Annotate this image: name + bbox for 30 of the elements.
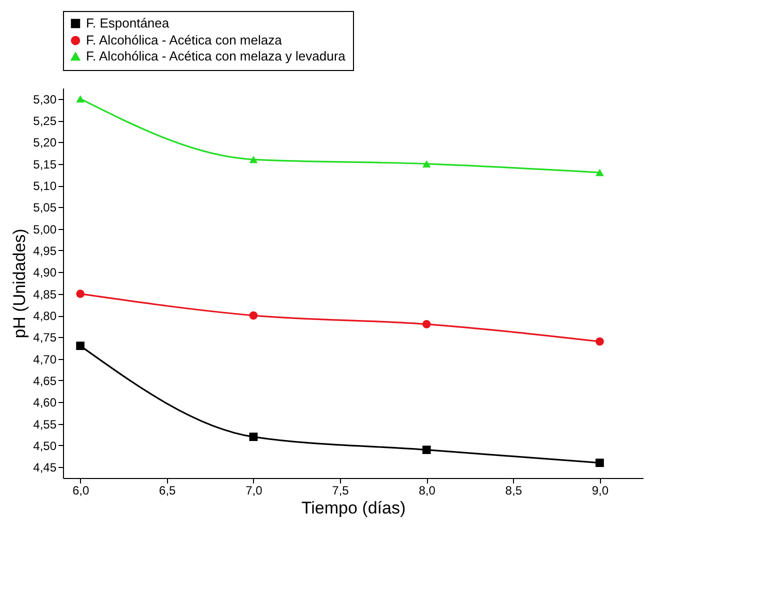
- legend-label: F. Espontánea: [86, 16, 170, 30]
- legend-label: F. Alcohólica - Acética con melaza y levadura: [86, 48, 346, 64]
- y-tick-label: 4,70: [33, 352, 57, 366]
- y-tick-label: 4,95: [33, 244, 57, 258]
- y-tick-label: 5,05: [33, 200, 57, 215]
- y-tick-label: 4,45: [33, 460, 57, 475]
- y-tick-label: 5,00: [33, 222, 57, 236]
- x-axis-title: Tiempo (días): [301, 498, 406, 518]
- y-tick-label: 5,15: [33, 157, 57, 172]
- y-axis-title: pH (Unidades): [10, 228, 30, 338]
- y-tick-label: 4,50: [33, 439, 57, 453]
- y-tick-label: 5,10: [33, 179, 57, 193]
- x-tick-label: 6,0: [72, 484, 90, 498]
- x-tick-label: 6,5: [159, 484, 176, 498]
- y-tick-label: 5,30: [33, 92, 57, 106]
- y-tick-label: 4,80: [33, 309, 57, 323]
- x-tick-label: 7,0: [246, 484, 263, 498]
- y-tick-label: 5,20: [33, 136, 57, 150]
- x-tick-label: 9,0: [592, 484, 609, 498]
- x-tick-label: 8,0: [418, 484, 436, 498]
- y-tick-label: 4,60: [33, 396, 57, 410]
- y-tick-label: 4,65: [33, 374, 57, 388]
- x-tick-label: 8,5: [505, 484, 522, 498]
- y-tick-label: 4,75: [33, 330, 57, 345]
- y-tick-label: 5,25: [33, 114, 57, 128]
- y-tick-label: 4,85: [33, 287, 57, 302]
- x-tick-label: 7,5: [332, 484, 350, 498]
- y-tick-label: 4,55: [33, 417, 57, 432]
- legend-label: F. Alcohólica - Acética con melaza: [86, 32, 283, 48]
- y-tick-label: 4,90: [33, 266, 57, 280]
